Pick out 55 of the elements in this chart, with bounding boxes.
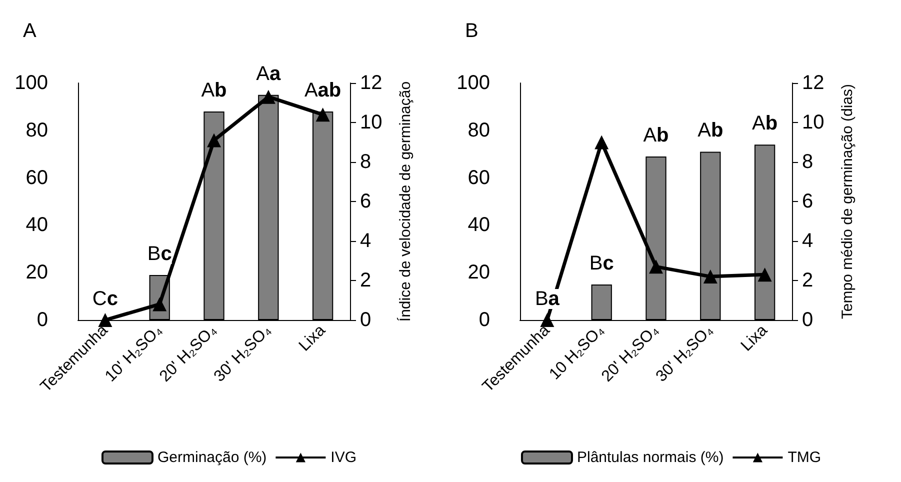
y2-tick-label: 2 <box>360 270 372 292</box>
legend-label: TMG <box>788 449 822 466</box>
y-tick-label: 60 <box>26 166 48 189</box>
point <box>207 133 221 148</box>
y2-axis-title: Tempo médio de germinação (dias) <box>839 84 856 320</box>
y-tick-label: 20 <box>468 262 490 284</box>
x-tick-label: Lixa <box>296 322 329 355</box>
y-tick-label: 40 <box>26 214 48 236</box>
point <box>594 135 609 150</box>
annotation: Bc <box>147 242 172 265</box>
chart-title: B <box>465 20 478 42</box>
y2-tick-label: 10 <box>802 112 824 134</box>
chart-title: A <box>23 20 37 42</box>
point <box>316 108 330 122</box>
annotation: Ab <box>752 112 778 135</box>
point <box>703 270 718 284</box>
y2-axis-title: Índice de velocidade de germinação <box>396 81 414 322</box>
y2-tick-label: 2 <box>802 270 814 292</box>
y-tick-label: 80 <box>468 119 490 142</box>
annotation: Cc <box>92 288 118 310</box>
legend-label: Germinação (%) <box>157 449 267 466</box>
y2-tick-label: 0 <box>802 309 814 331</box>
legend-label: IVG <box>330 449 357 466</box>
annotation: Ab <box>643 124 669 146</box>
y-tick-label: 80 <box>26 119 48 142</box>
y2-tick-label: 6 <box>360 190 372 212</box>
y2-tick-label: 12 <box>802 72 824 94</box>
y-tick-label: 60 <box>468 166 490 189</box>
annotation: Ba <box>534 288 560 310</box>
point <box>261 90 276 104</box>
y2-tick-label: 10 <box>360 112 382 134</box>
y2-tick-label: 6 <box>802 190 814 212</box>
y-tick-label: 100 <box>456 72 490 94</box>
legend-label: Plântulas normais (%) <box>576 449 724 466</box>
y2-tick-label: 12 <box>360 72 382 94</box>
point <box>649 260 663 274</box>
annotation: Ab <box>698 120 724 142</box>
y-tick-label: 0 <box>478 309 490 331</box>
y2-tick-label: 4 <box>802 230 814 252</box>
y-tick-label: 20 <box>26 262 48 284</box>
point <box>98 313 112 327</box>
y2-tick-label: 8 <box>802 151 814 173</box>
annotation: Aab <box>304 79 342 102</box>
y-tick-label: 40 <box>468 214 490 236</box>
y-tick-label: 100 <box>14 72 48 94</box>
annotation: Aa <box>256 62 282 85</box>
y2-tick-label: 8 <box>360 151 372 173</box>
y-tick-label: 0 <box>36 309 48 331</box>
x-tick-label: Lixa <box>738 322 771 355</box>
annotation: Ab <box>201 79 227 102</box>
point <box>540 313 554 327</box>
y2-tick-label: 0 <box>360 309 372 331</box>
annotation: Bc <box>589 252 614 274</box>
y2-tick-label: 4 <box>360 230 372 252</box>
point <box>758 268 772 282</box>
